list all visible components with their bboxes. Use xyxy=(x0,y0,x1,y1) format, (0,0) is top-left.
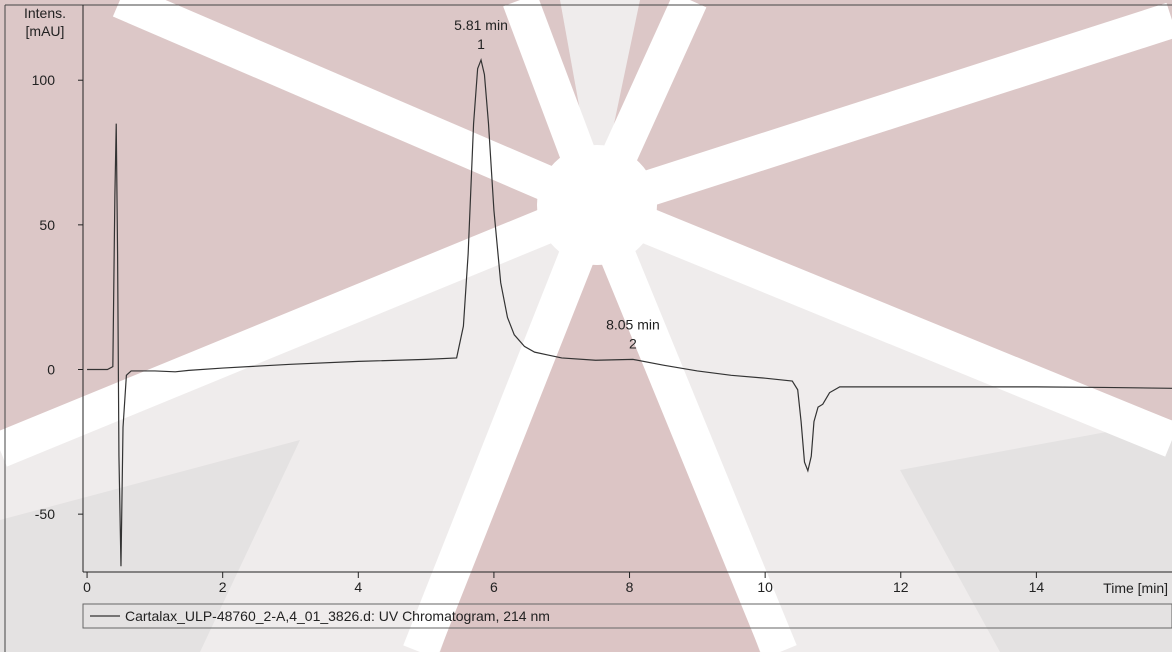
x-tick-label: 4 xyxy=(354,579,362,595)
x-axis-label: Time [min] xyxy=(1103,580,1168,596)
x-tick-label: 6 xyxy=(490,579,498,595)
legend xyxy=(82,603,1172,629)
peak-number: 1 xyxy=(477,36,485,52)
y-tick-label: -50 xyxy=(35,506,55,522)
legend-label: Cartalax_ULP-48760_2-A,4_01_3826.d: UV C… xyxy=(125,608,550,624)
y-axis-label: [mAU] xyxy=(26,23,65,39)
x-tick-label: 14 xyxy=(1029,579,1045,595)
trace xyxy=(87,57,1172,567)
peak-time: 5.81 min xyxy=(454,17,508,33)
peak-time: 8.05 min xyxy=(606,316,660,332)
x-tick-label: 2 xyxy=(219,579,227,595)
peak-number: 2 xyxy=(629,335,637,351)
y-tick-label: 0 xyxy=(47,362,55,378)
y-axis-label: Intens. xyxy=(24,5,66,21)
x-tick-label: 12 xyxy=(893,579,909,595)
y-tick-label: 100 xyxy=(32,72,56,88)
x-tick-label: 0 xyxy=(83,579,91,595)
x-tick-label: 8 xyxy=(626,579,634,595)
x-tick-label: 10 xyxy=(757,579,773,595)
y-tick-label: 50 xyxy=(39,217,55,233)
